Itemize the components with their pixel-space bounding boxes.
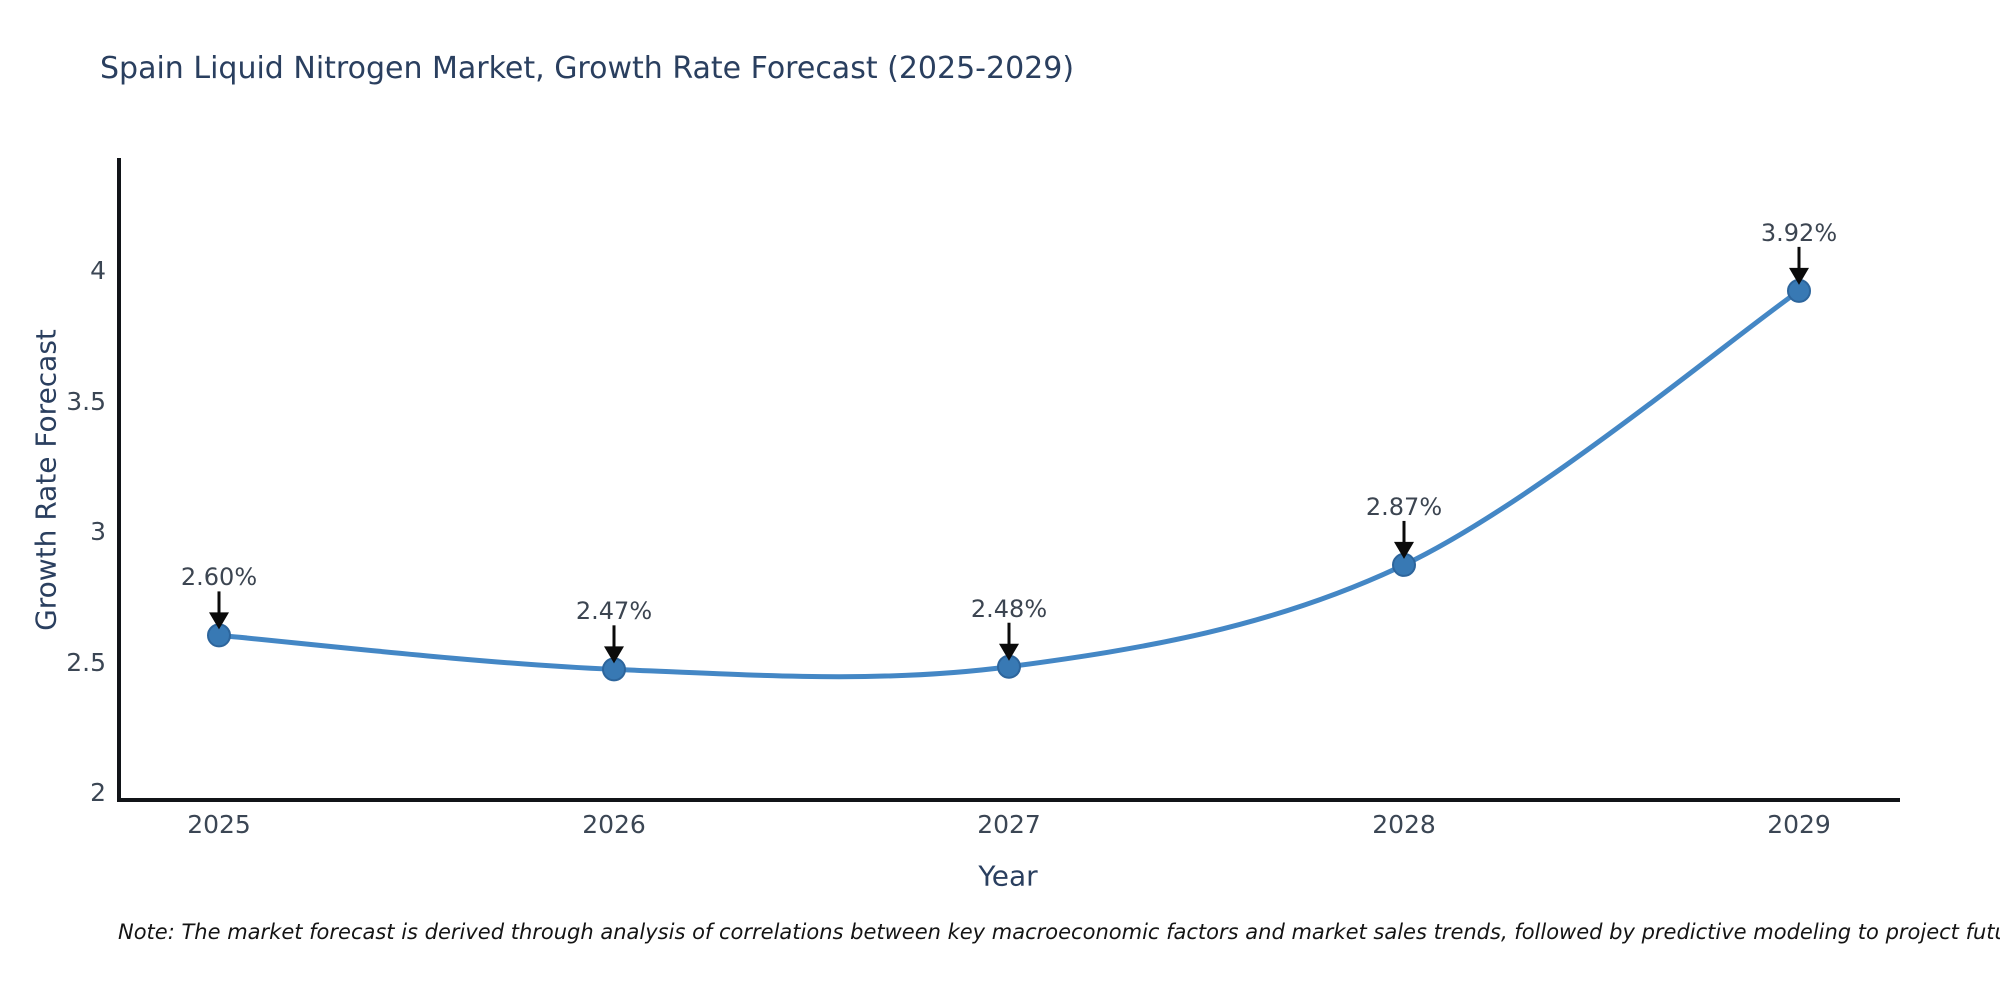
x-tick-label: 2025 bbox=[187, 810, 251, 839]
annotation-arrowhead-icon bbox=[604, 646, 624, 664]
y-tick-label: 2.5 bbox=[66, 647, 106, 677]
annotation-arrowhead-icon bbox=[1394, 541, 1414, 559]
x-axis-title: Year bbox=[978, 859, 1038, 893]
point-value-label: 3.92% bbox=[1760, 218, 1838, 247]
x-tick-label: 2028 bbox=[1372, 810, 1436, 839]
x-tick-label: 2027 bbox=[977, 810, 1041, 839]
y-tick-label: 2 bbox=[90, 778, 106, 807]
x-tick-label: 2029 bbox=[1767, 810, 1831, 839]
annotation-arrowhead-icon bbox=[1789, 267, 1809, 285]
annotation-arrowhead-icon bbox=[999, 643, 1019, 661]
y-tick-label: 3.5 bbox=[66, 386, 106, 416]
annotation-arrowhead-icon bbox=[209, 612, 229, 630]
chart-title: Spain Liquid Nitrogen Market, Growth Rat… bbox=[100, 51, 1075, 86]
point-value-label: 2.47% bbox=[575, 597, 653, 626]
x-tick-label: 2026 bbox=[582, 810, 646, 839]
footnote: Note: The market forecast is derived thr… bbox=[118, 920, 2000, 944]
y-tick-label: 4 bbox=[90, 256, 106, 285]
y-tick-label: 3 bbox=[90, 517, 106, 546]
point-value-label: 2.60% bbox=[180, 563, 258, 592]
point-value-label: 2.48% bbox=[970, 594, 1048, 623]
point-value-label: 2.87% bbox=[1365, 492, 1443, 521]
